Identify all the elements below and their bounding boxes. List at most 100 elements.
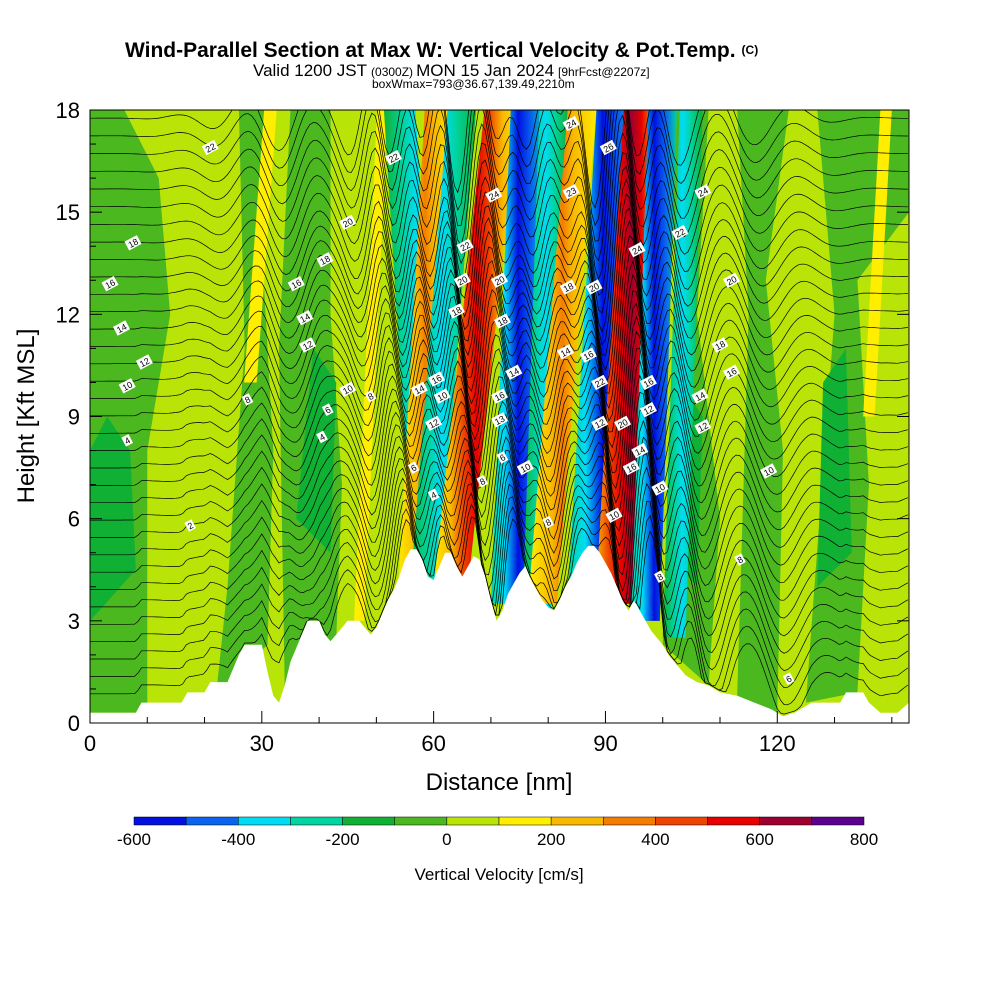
isentrope-2	[90, 492, 909, 689]
isentrope-13	[90, 330, 909, 504]
colorbar-swatch	[290, 816, 343, 826]
isentrope-23	[90, 193, 908, 372]
isentrope-label-text: 22	[387, 151, 401, 165]
isentrope-label-24: 12	[425, 415, 443, 432]
colorbar-tick-label: 400	[641, 830, 669, 849]
isentrope-label-46: 20	[614, 415, 632, 432]
isentrope-label-box	[599, 139, 617, 156]
colorbar-tick-label: 800	[850, 830, 878, 849]
x-tick-label: 90	[593, 731, 617, 756]
colorbar-swatch	[655, 816, 708, 826]
isentrope-label-box	[782, 672, 795, 685]
isentrope-21	[90, 220, 908, 394]
isentrope-label-box	[591, 415, 609, 432]
wave-band-4	[490, 110, 546, 604]
isentrope-label-6: 4	[121, 434, 134, 447]
isentrope-label-text: 6	[784, 674, 793, 685]
isentrope-label-text: 14	[633, 444, 647, 458]
isentrope-29	[90, 110, 908, 280]
colorbar-label: Vertical Velocity [cm/s]	[414, 865, 583, 884]
x-tick-label: 0	[84, 731, 96, 756]
isentrope-32	[90, 110, 908, 227]
isentrope-label-text: 23	[565, 185, 579, 199]
isentrope-label-text: 6	[409, 462, 418, 473]
isentrope-label-63: 10	[760, 463, 778, 479]
colorbar-tick-label: 600	[746, 830, 774, 849]
isentrope-label-59: 18	[711, 337, 729, 353]
isentrope-label-text: 12	[138, 356, 152, 370]
isentrope-label-41: 20	[585, 279, 603, 295]
isentrope-label-29: 20	[490, 272, 509, 289]
isentrope-label-47: 10	[605, 507, 623, 524]
isentrope-label-box	[135, 354, 153, 370]
x-axis: 0 30 60 90 120	[84, 711, 893, 756]
isentrope-label-text: 18	[126, 236, 140, 250]
isentrope-label-51: 12	[639, 401, 657, 418]
isentrope-label-text: 16	[103, 277, 117, 291]
isentrope-label-16: 6	[321, 403, 334, 416]
isentrope-label-text: 20	[587, 281, 601, 295]
isentrope-4	[90, 466, 909, 654]
isentrope-lines	[90, 110, 909, 715]
isentrope-33	[90, 110, 908, 209]
colorbar-swatch	[550, 816, 604, 826]
isentrope-label-text: 12	[642, 403, 656, 417]
isentrope-label-box	[628, 241, 646, 258]
isentrope-label-text: 18	[562, 281, 576, 295]
isentrope-label-3: 14	[112, 320, 131, 336]
sink-cell-1	[296, 348, 337, 553]
isentrope-label-text: 10	[121, 379, 135, 393]
isentrope-1	[90, 503, 909, 706]
isentrope-label-text: 18	[318, 253, 332, 267]
isentrope-label-36: 10	[516, 459, 534, 476]
isentrope-label-44: 22	[591, 374, 609, 391]
y-tick-label: 15	[56, 200, 80, 225]
isentrope-label-1: 18	[124, 235, 142, 251]
isentrope-label-text: 13	[493, 414, 507, 428]
isentrope-18	[90, 260, 908, 433]
isentrope-label-box	[711, 337, 729, 353]
isentrope-label-box	[339, 214, 357, 231]
isentrope-label-11: 16	[287, 275, 305, 292]
isentrope-label-31: 14	[505, 364, 523, 380]
isentrope-label-text: 14	[413, 383, 427, 397]
isentrope-label-text: 22	[204, 141, 218, 155]
isentrope-label-13: 12	[299, 337, 317, 353]
y-tick-label: 0	[68, 711, 80, 736]
colorbar-swatch	[446, 816, 500, 826]
colorbar-tick-label: -400	[221, 830, 255, 849]
isentrope-label-20: 6	[407, 461, 420, 474]
isentrope-label-box	[476, 474, 489, 488]
isentrope-label-text: 12	[427, 417, 441, 431]
y-tick-label: 6	[68, 507, 80, 532]
isentrope-label-text: 20	[456, 274, 470, 288]
isentrope-label-43: 16	[579, 347, 597, 363]
isentrope-label-65: 6	[782, 672, 795, 685]
isentrope-label-42: 14	[556, 344, 574, 360]
isentrope-label-text: 16	[642, 376, 656, 390]
isentrope-label-35: 8	[476, 474, 489, 488]
isentrope-label-text: 24	[696, 185, 710, 199]
isentrope-label-55: 8	[654, 570, 666, 583]
isentrope-label-32: 16	[490, 388, 509, 404]
updraft-streak-2	[863, 110, 892, 417]
isentrope-label-box	[622, 459, 640, 476]
isentrope-label-box	[734, 553, 746, 566]
isentrope-labels: 2218161412104822018161412108642214641610…	[101, 115, 795, 685]
isentrope-label-box	[425, 415, 443, 432]
isentrope-20	[90, 234, 908, 410]
isentrope-label-box	[585, 279, 603, 295]
isentrope-label-box	[694, 418, 712, 435]
isentrope-label-text: 4	[123, 435, 132, 446]
x-tick-label: 30	[250, 731, 274, 756]
isentrope-label-text: 10	[341, 383, 355, 397]
colorbar-swatch	[133, 816, 187, 826]
isentrope-label-box	[433, 388, 451, 404]
isentrope-label-text: 14	[507, 366, 521, 380]
isentrope-label-27: 18	[447, 303, 466, 319]
isentrope-label-33: 13	[490, 412, 509, 428]
isentrope-label-text: 20	[616, 417, 630, 431]
isentrope-label-text: 18	[450, 305, 464, 319]
isentrope-label-box	[579, 347, 597, 363]
